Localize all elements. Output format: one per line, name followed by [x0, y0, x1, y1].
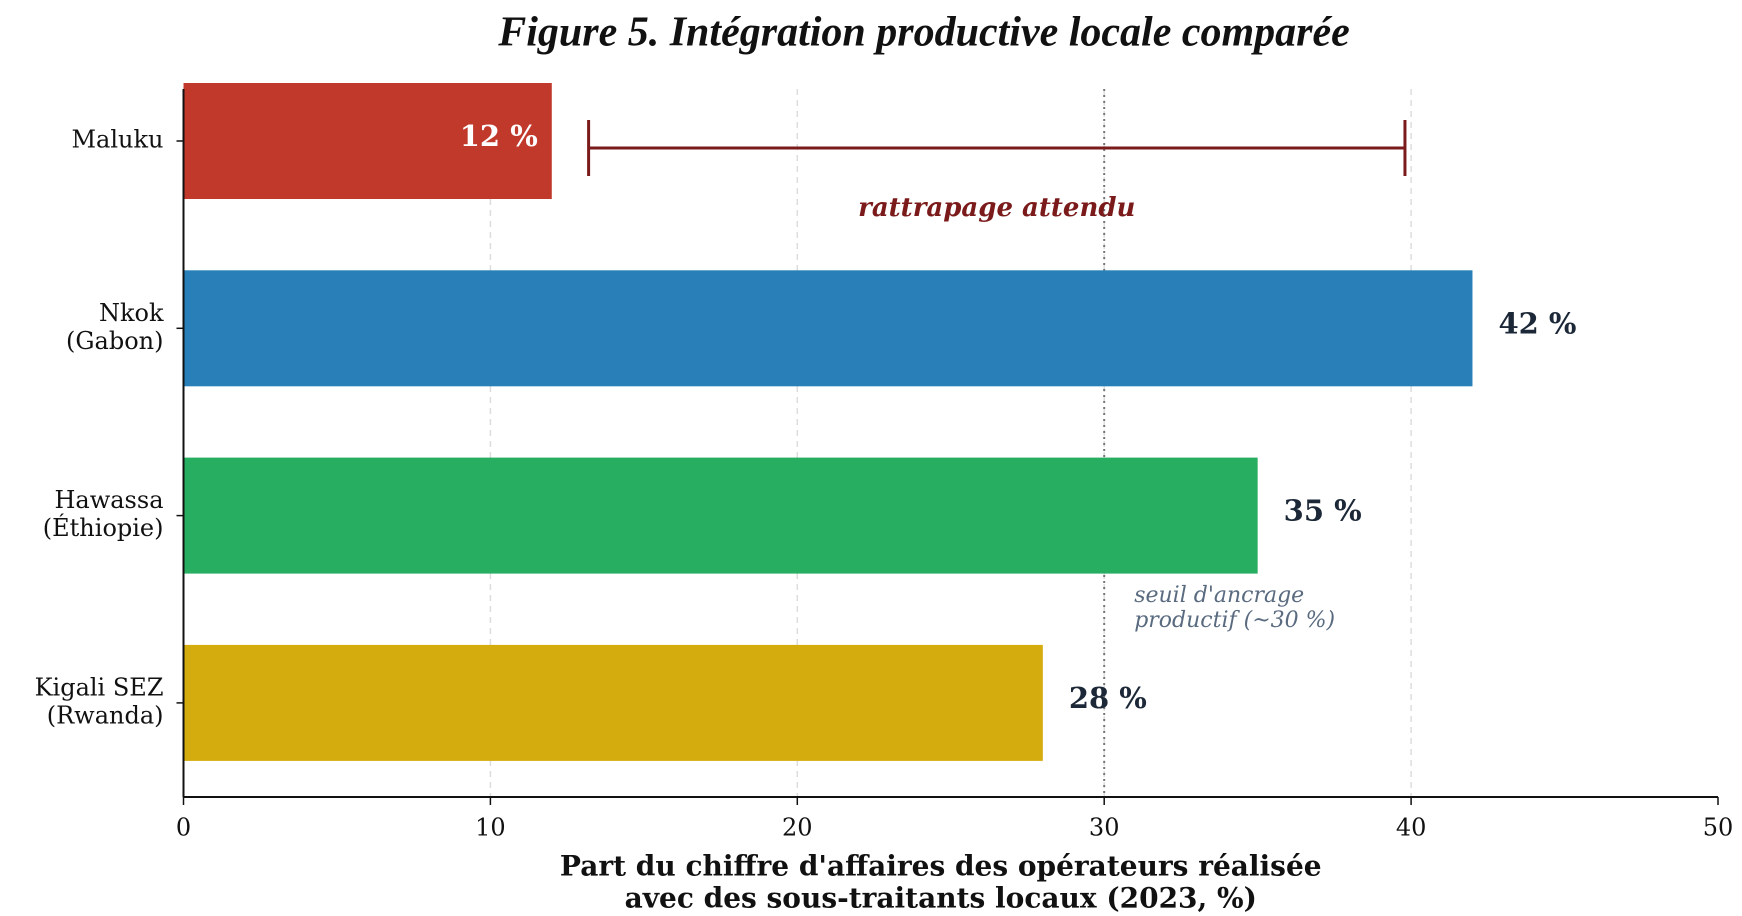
x-tick-label: 30 — [1089, 814, 1120, 842]
y-tick-label: (Éthiopie) — [43, 513, 164, 542]
bar — [183, 457, 1258, 574]
bracket-label: rattrapage attendu — [858, 193, 1135, 223]
threshold-label: productif (~30 %) — [1134, 608, 1335, 633]
y-tick-label: (Rwanda) — [47, 701, 164, 729]
threshold-label: seuil d'ancrage — [1134, 583, 1304, 608]
value-label: 28 % — [1069, 681, 1147, 715]
y-tick-label: Kigali SEZ — [35, 673, 164, 701]
chart-title: Figure 5. Intégration productive locale … — [497, 10, 1350, 56]
x-axis-label: avec des sous-traitants locaux (2023, %) — [625, 882, 1257, 915]
y-tick-label: Hawassa — [54, 486, 163, 514]
x-tick-label: 10 — [475, 814, 506, 842]
bar — [183, 270, 1473, 387]
x-tick-label: 40 — [1396, 814, 1427, 842]
x-tick-label: 20 — [782, 814, 813, 842]
bar — [183, 83, 552, 199]
y-tick-label: (Gabon) — [66, 327, 163, 355]
y-tick-label: Nkok — [99, 299, 164, 327]
value-label: 42 % — [1498, 306, 1576, 340]
y-tick-label: Maluku — [71, 126, 163, 154]
x-tick-label: 0 — [176, 814, 191, 842]
x-axis-label: Part du chiffre d'affaires des opérateur… — [560, 850, 1322, 883]
x-tick-label: 50 — [1703, 814, 1734, 842]
value-label: 12 % — [460, 119, 538, 153]
bar — [183, 644, 1043, 761]
value-label: 35 % — [1284, 494, 1362, 528]
